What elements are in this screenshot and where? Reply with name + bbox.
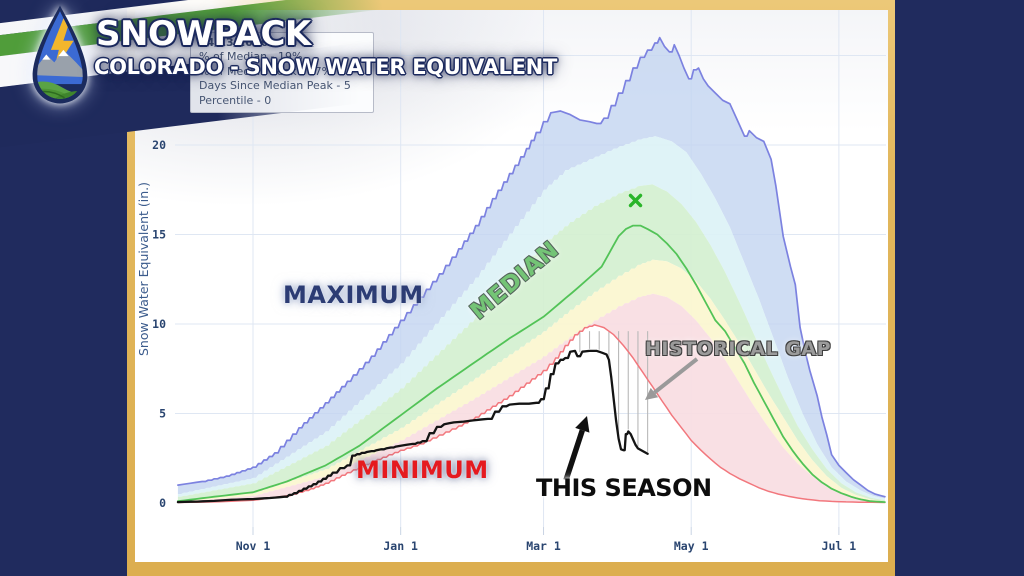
x-tick-label: Mar 1	[526, 539, 561, 553]
y-tick-label: 15	[152, 228, 166, 242]
x-tick-label: Nov 1	[236, 539, 271, 553]
x-tick-label: May 1	[674, 539, 709, 553]
y-tick-label: 10	[152, 317, 166, 331]
tooltip-percentile: Percentile - 0	[199, 93, 272, 107]
swe-percentile-chart[interactable]: Nov 1 Jan 1 Mar 1 May 1 Jul 1 0 5 10 15 20 Snow Wa…	[135, 10, 888, 562]
y-axis-title: Snow Water Equivalent (in.)	[136, 182, 151, 356]
app-subtitle: COLORADO - SNOW WATER EQUIVALENT	[94, 55, 557, 79]
median-peak-marker	[628, 193, 643, 208]
app-title: SNOWPACK	[96, 14, 311, 54]
y-tick-label: 20	[152, 138, 166, 152]
tooltip-days-since-peak: Days Since Median Peak - 5	[199, 79, 351, 93]
snowpack-logo	[32, 5, 88, 104]
x-tick-label: Jul 1	[822, 539, 857, 553]
x-tick-label: Jan 1	[383, 539, 418, 553]
y-tick-label: 0	[159, 496, 166, 510]
y-tick-label: 5	[159, 407, 166, 421]
